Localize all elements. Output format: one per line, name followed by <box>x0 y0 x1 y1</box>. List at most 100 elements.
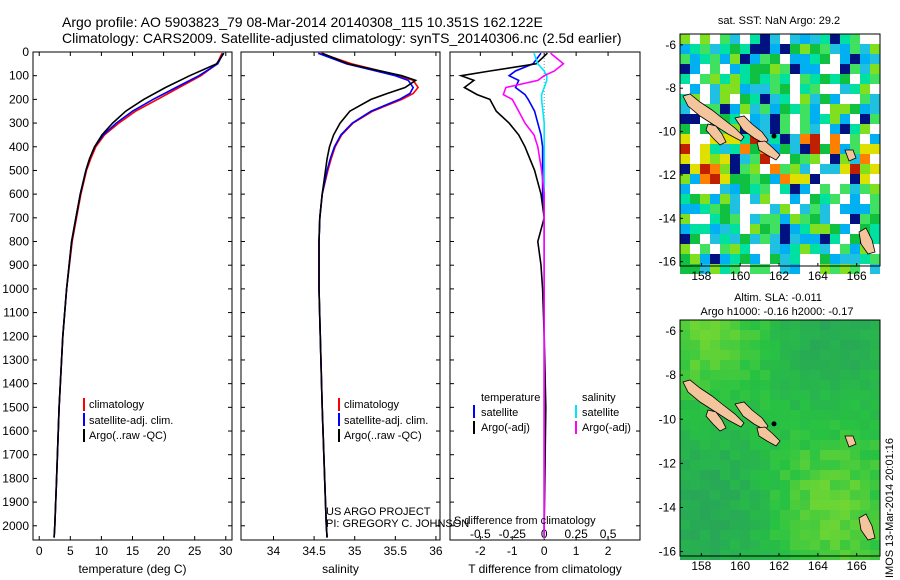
sst-cell <box>760 114 770 124</box>
sla-cell <box>860 550 870 560</box>
sst-cell <box>710 234 720 244</box>
sst-cell <box>830 54 840 64</box>
sst-cell <box>680 164 690 174</box>
sla-cell <box>710 550 720 560</box>
sla-cell <box>870 530 880 540</box>
land-shape <box>705 123 727 146</box>
sst-cell <box>870 164 880 174</box>
sla-cell <box>700 540 710 550</box>
sla-cell <box>740 390 750 400</box>
map-y-tick-label: -6 <box>665 38 676 52</box>
sla-cell <box>780 450 790 460</box>
sla-cell <box>710 500 720 510</box>
sst-cell <box>800 224 810 234</box>
sst-cell <box>850 154 860 164</box>
sst-cell <box>720 64 730 74</box>
sst-cell <box>770 244 780 254</box>
sla-cell <box>690 550 700 560</box>
sst-cell <box>860 214 870 224</box>
sst-cell <box>740 184 750 194</box>
sla-cell <box>690 370 700 380</box>
sla-cell <box>830 420 840 430</box>
sst-cell <box>720 154 730 164</box>
sla-cell <box>690 340 700 350</box>
sst-cell <box>830 194 840 204</box>
sla-cell <box>690 510 700 520</box>
sst-cell <box>700 244 710 254</box>
sla-cell <box>720 540 730 550</box>
y-tick-label: 0 <box>22 45 29 59</box>
sst-cell <box>700 254 710 264</box>
sla-cell <box>750 500 760 510</box>
map-y-tick-label: -14 <box>659 211 677 225</box>
x-axis-label: temperature (deg C) <box>78 562 186 576</box>
sst-cell <box>730 264 740 274</box>
sst-cell <box>690 244 700 254</box>
profile-title: Argo profile: AO 5903823_79 08-Mar-2014 … <box>62 14 543 30</box>
sla-cell <box>810 490 820 500</box>
sla-cell <box>760 460 770 470</box>
sst-cell <box>830 214 840 224</box>
sla-cell <box>770 520 780 530</box>
sst-cell <box>840 254 850 264</box>
sst-cell <box>770 34 780 44</box>
sst-cell <box>750 214 760 224</box>
sst-cell <box>680 114 690 124</box>
map-x-tick-label: 162 <box>769 559 789 573</box>
sla-cell <box>830 520 840 530</box>
sst-cell <box>860 134 870 144</box>
sst-cell <box>820 104 830 114</box>
sst-cell <box>700 184 710 194</box>
sst-cell <box>870 244 880 254</box>
sla-cell <box>810 320 820 330</box>
sst-cell <box>860 124 870 134</box>
sst-cell <box>780 264 790 274</box>
sla-cell <box>830 500 840 510</box>
x-tick-label: 35.5 <box>384 544 408 558</box>
sla-cell <box>850 400 860 410</box>
sla-cell <box>730 340 740 350</box>
sst-cell <box>800 254 810 264</box>
sla-cell <box>720 490 730 500</box>
x-axis-label: salinity <box>322 562 359 576</box>
sst-cell <box>700 134 710 144</box>
legend-label: Argo(..raw -QC) <box>344 430 422 442</box>
sla-cell <box>850 430 860 440</box>
sst-cell <box>790 104 800 114</box>
sst-cell <box>680 104 690 114</box>
sla-cell <box>830 470 840 480</box>
x-tick-label: 15 <box>126 544 140 558</box>
sst-cell <box>860 84 870 94</box>
sla-cell <box>690 500 700 510</box>
sst-cell <box>790 224 800 234</box>
sla-cell <box>760 320 770 330</box>
sst-cell <box>700 174 710 184</box>
sst-cell <box>800 94 810 104</box>
sst-cell <box>840 264 850 274</box>
sla-cell <box>850 530 860 540</box>
sst-cell <box>870 144 880 154</box>
sst-cell <box>730 74 740 84</box>
sla-cell <box>800 320 810 330</box>
x-tick-label: 1 <box>573 544 580 558</box>
sla-cell <box>860 500 870 510</box>
sst-cell <box>710 144 720 154</box>
sst-cell <box>770 144 780 154</box>
sst-cell <box>680 34 690 44</box>
sst-cell <box>840 154 850 164</box>
sla-cell <box>720 500 730 510</box>
sla-map-title-1: Altim. SLA: -0.011 <box>734 292 822 304</box>
sst-cell <box>840 244 850 254</box>
sst-cell <box>790 214 800 224</box>
sst-cell <box>820 254 830 264</box>
sla-cell <box>750 490 760 500</box>
sla-cell <box>820 460 830 470</box>
sla-cell <box>790 540 800 550</box>
sla-cell <box>740 330 750 340</box>
sst-cell <box>800 264 810 274</box>
sst-cell <box>680 74 690 84</box>
sla-cell <box>700 440 710 450</box>
sla-cell <box>840 330 850 340</box>
sla-cell <box>720 380 730 390</box>
sla-cell <box>800 410 810 420</box>
